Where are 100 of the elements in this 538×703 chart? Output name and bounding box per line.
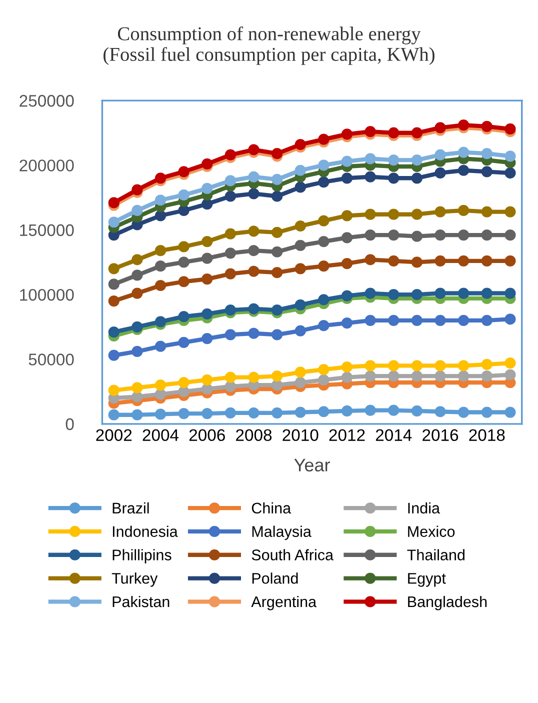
point — [154, 380, 166, 391]
point — [294, 366, 306, 378]
point — [388, 208, 400, 220]
legend-label: India — [408, 502, 440, 514]
point — [411, 360, 423, 372]
point — [364, 404, 376, 416]
point — [202, 332, 213, 344]
point — [481, 314, 492, 326]
point — [272, 226, 283, 238]
point — [248, 226, 260, 237]
point — [504, 123, 516, 135]
point — [178, 276, 190, 288]
legend-label: Pakistan — [112, 596, 170, 608]
point — [178, 386, 190, 398]
legend-label: Phillipins — [112, 549, 172, 564]
point — [434, 288, 446, 299]
point — [224, 407, 236, 418]
point — [202, 252, 213, 264]
point — [132, 204, 143, 216]
point — [458, 288, 470, 299]
point — [481, 406, 492, 418]
point — [154, 340, 166, 352]
point — [318, 374, 330, 386]
point — [248, 266, 260, 277]
point — [411, 289, 423, 300]
point — [341, 405, 353, 417]
point — [341, 317, 353, 329]
point — [341, 172, 353, 184]
point — [434, 122, 446, 134]
point — [178, 376, 190, 388]
point — [504, 358, 516, 369]
point — [294, 164, 306, 176]
point — [364, 314, 376, 326]
point — [272, 370, 283, 382]
point — [248, 303, 260, 314]
point — [504, 167, 516, 179]
point — [411, 208, 423, 220]
point — [458, 360, 470, 372]
point — [132, 184, 143, 196]
point — [364, 171, 376, 182]
point — [434, 360, 446, 372]
point — [178, 408, 190, 420]
point — [154, 194, 166, 206]
point — [202, 198, 213, 210]
point — [154, 280, 166, 292]
point — [458, 230, 470, 241]
point — [434, 167, 446, 179]
point — [411, 172, 423, 184]
legend-label: Brazil — [112, 502, 149, 514]
legend-label: Mexico — [408, 526, 455, 537]
point — [388, 127, 400, 138]
point — [178, 310, 190, 322]
point — [248, 328, 260, 339]
point — [341, 128, 353, 140]
point — [224, 372, 236, 383]
point — [411, 256, 423, 268]
point — [481, 358, 492, 370]
point — [272, 246, 283, 258]
point — [481, 288, 492, 299]
x-tick-label: 2010 — [282, 429, 318, 442]
point — [108, 295, 120, 307]
point — [294, 138, 306, 150]
point — [108, 197, 120, 208]
x-tick-label: 2006 — [189, 429, 225, 442]
point — [458, 255, 470, 266]
point — [108, 350, 120, 361]
point — [434, 370, 446, 382]
point — [202, 158, 213, 170]
point — [481, 148, 492, 160]
point — [272, 267, 283, 278]
point — [224, 149, 236, 160]
point — [341, 290, 353, 302]
point — [341, 372, 353, 383]
point — [411, 154, 423, 166]
point — [481, 206, 492, 218]
point — [154, 388, 166, 400]
legend-label: Egypt — [408, 573, 446, 587]
y-tick-label: 150000 — [20, 224, 74, 236]
point — [202, 374, 213, 386]
point — [154, 172, 166, 184]
legend-label: Bangladesh — [408, 596, 487, 610]
point — [294, 406, 306, 418]
x-tick-label: 2002 — [96, 429, 132, 442]
point — [364, 254, 376, 266]
point — [481, 230, 492, 241]
point — [504, 406, 516, 418]
point — [108, 326, 120, 338]
point — [132, 321, 143, 332]
point — [272, 190, 283, 202]
legend-label: Malaysia — [252, 526, 312, 540]
point — [318, 176, 330, 188]
point — [388, 172, 400, 184]
point — [224, 380, 236, 392]
legend-label: Turkey — [112, 572, 158, 587]
point — [132, 391, 143, 402]
point — [202, 236, 213, 248]
point — [458, 204, 470, 216]
point — [388, 230, 400, 241]
point — [248, 144, 260, 156]
point — [294, 182, 306, 193]
